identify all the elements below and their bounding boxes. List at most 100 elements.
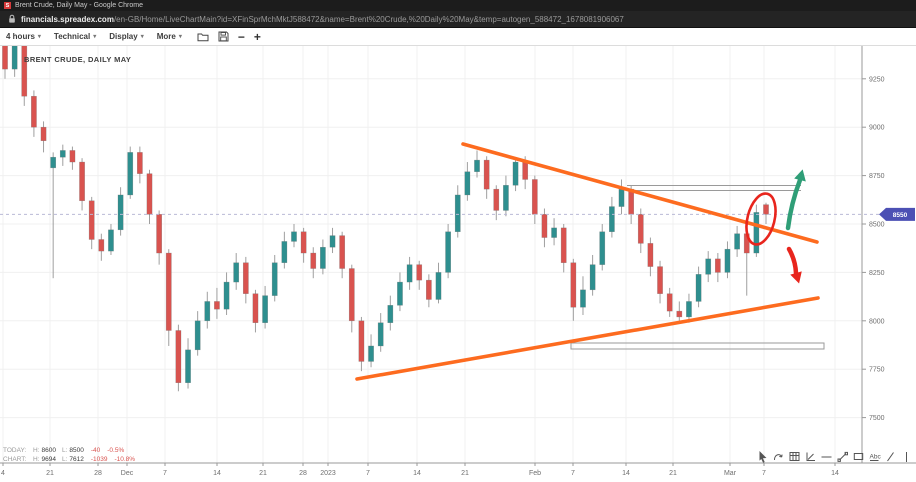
candle-body [2, 46, 8, 70]
candle-body [88, 200, 95, 240]
candle-body [541, 214, 548, 238]
candle-body [146, 173, 153, 215]
x-tick-label: 21 [461, 470, 469, 477]
save-icon[interactable] [218, 31, 229, 42]
candle-body [59, 150, 66, 158]
x-tick-label: 4 [1, 470, 5, 477]
candle-body [426, 279, 432, 300]
timeframe-dropdown[interactable]: 4 hours ▾ [6, 32, 41, 41]
candle-body [242, 262, 249, 294]
text-icon[interactable]: Abc [868, 450, 881, 464]
up-arrow-head[interactable] [794, 169, 806, 182]
candle-body [137, 152, 143, 174]
candle-body [204, 301, 211, 322]
chart-stats: TODAY: H: 8600 L: 8500 -40 -0.5% CHART: H: 9694 L… [3, 447, 135, 464]
candle-body [310, 252, 317, 269]
trendline-icon[interactable] [836, 450, 849, 464]
highlight-ellipse[interactable] [742, 191, 781, 248]
y-tick-label: 9000 [869, 125, 885, 132]
svg-text:Abc: Abc [870, 454, 882, 461]
candle-body [223, 281, 230, 310]
candle-body [589, 264, 596, 291]
candle-body [50, 156, 57, 169]
candle-body [252, 293, 259, 323]
candle-body [483, 159, 490, 190]
y-tick-label: 8250 [869, 270, 885, 277]
chevron-down-icon: ▾ [140, 34, 144, 40]
candle-body [11, 46, 18, 70]
candle-body [79, 161, 85, 202]
down-arrow-head[interactable] [790, 271, 802, 284]
y-tick-label: 7500 [869, 415, 885, 422]
trendline[interactable] [355, 296, 820, 381]
x-tick-label: 7 [366, 470, 370, 477]
candle-body [637, 214, 644, 244]
window-title: Brent Crude, Daily May - Google Chrome [15, 2, 143, 9]
more-dropdown[interactable]: More ▾ [156, 32, 182, 41]
technical-dropdown[interactable]: Technical ▾ [53, 32, 97, 41]
y-tick-label: 8750 [869, 173, 885, 180]
url-path: /en-GB/Home/LiveChartMain?id=XFinSprMchM… [113, 14, 624, 24]
chart-title: BRENT CRUDE, DAILY MAY [24, 55, 132, 64]
chevron-down-icon: ▾ [37, 34, 41, 40]
x-tick-label: 14 [213, 470, 221, 477]
horizontal-line-icon[interactable] [820, 450, 833, 464]
freehand-arrow-icon[interactable] [772, 450, 785, 464]
chart-area: 9250 9000 8750 8500 8250 8000 7750 7500 4 21 28 Dec… [0, 46, 916, 482]
candle-body [165, 252, 172, 331]
candle-body [599, 231, 606, 265]
x-tick-label: 2023 [320, 470, 336, 477]
y-tick-label: 7750 [869, 367, 885, 374]
x-tick-label: 7 [163, 470, 167, 477]
candle-body [724, 248, 731, 273]
candle-body [416, 264, 423, 281]
drawing-toolbar: Abc [756, 450, 916, 464]
candle-body [570, 262, 577, 308]
candle-body [40, 126, 47, 142]
support-box[interactable] [570, 342, 825, 350]
diagonal-line-icon[interactable] [884, 450, 897, 464]
candle-body [676, 310, 683, 318]
pointer-icon[interactable] [756, 450, 769, 464]
x-tick-label: Mar [724, 470, 737, 477]
chevron-down-icon: ▾ [93, 34, 97, 40]
display-dropdown[interactable]: Display ▾ [109, 32, 144, 41]
candle-body [387, 305, 394, 323]
chevron-down-icon: ▾ [178, 34, 182, 40]
zoom-out-button[interactable]: − [237, 29, 245, 44]
rectangle-icon[interactable] [852, 450, 865, 464]
candle-body [531, 179, 538, 215]
candle-body [609, 206, 615, 232]
down-arrow[interactable] [786, 246, 799, 276]
candle-body [628, 188, 634, 215]
candle-body [522, 161, 529, 180]
x-tick-label: 21 [259, 470, 267, 477]
up-arrow[interactable] [785, 177, 803, 231]
address-bar[interactable]: financials.spreadex.com/en-GB/Home/LiveC… [0, 11, 916, 28]
candle-body [560, 227, 567, 263]
trendline[interactable] [461, 142, 819, 244]
candle-body [271, 262, 278, 296]
candle-body [291, 231, 297, 242]
candle-body [320, 246, 326, 269]
candle-body [108, 229, 114, 252]
candle-body [377, 322, 384, 347]
url-domain: financials.spreadex.com [21, 14, 114, 24]
candle-body [156, 214, 162, 254]
candle-body [474, 159, 480, 172]
candle-body [714, 258, 721, 273]
open-folder-icon[interactable] [197, 32, 209, 42]
zoom-in-button[interactable]: + [253, 29, 261, 44]
grid-icon[interactable] [788, 450, 801, 464]
chart-toolbar: 4 hours ▾ Technical ▾ Display ▾ More ▾ − + [0, 28, 916, 46]
candle-body [358, 320, 365, 362]
candle-body [397, 281, 403, 306]
candle-body [194, 320, 201, 351]
chart-canvas[interactable]: 9250 9000 8750 8500 8250 8000 7750 7500 4 21 28 Dec… [0, 46, 916, 482]
candle-body [647, 243, 654, 267]
candle-body [445, 231, 451, 273]
candle-body [657, 266, 663, 294]
candle-body [339, 235, 346, 269]
axes-icon[interactable] [804, 450, 817, 464]
